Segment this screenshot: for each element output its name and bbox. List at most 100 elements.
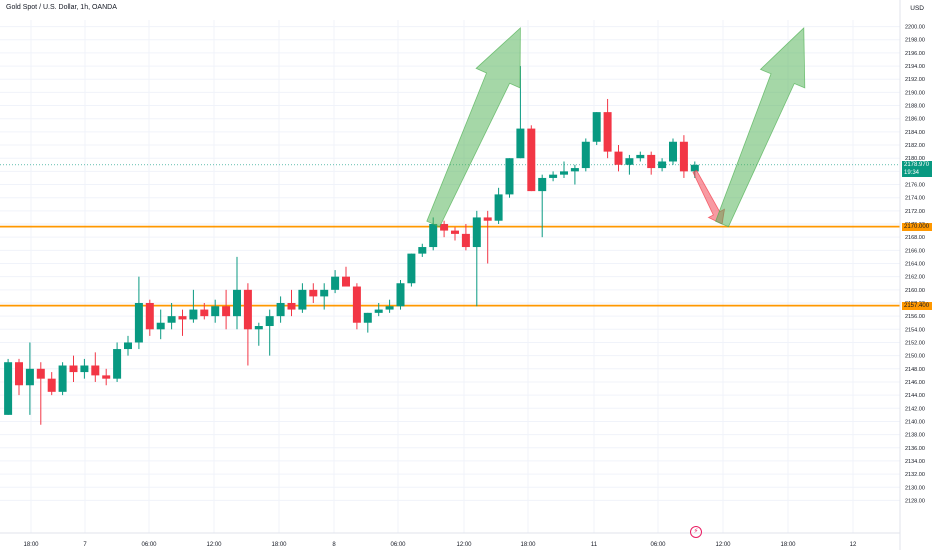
candle-body [396,283,405,307]
candle-body [222,306,231,317]
price-tick-label: 2180.00 [905,156,925,162]
price-tick-label: 2132.00 [905,472,925,478]
time-tick-label: 8 [332,542,336,548]
price-tick-label: 2166.00 [905,248,925,254]
projection-arrows [426,26,806,228]
price-tick-label: 2144.00 [905,393,925,399]
time-tick-label: 12:00 [715,542,731,548]
price-tick-label: 2138.00 [905,433,925,439]
price-tick-label: 2200.00 [905,25,925,31]
price-tick-label: 2136.00 [905,446,925,452]
price-tick-label: 2146.00 [905,380,925,386]
candle-body [200,309,209,317]
currency-label[interactable]: USD [910,5,924,12]
bar-countdown: 19:34 [904,169,920,176]
candle-body [374,309,383,313]
candle-body [47,378,56,392]
candle-body [363,312,372,323]
level-label-upper: 2170.000 [902,222,932,231]
time-tick-label: 18:00 [271,542,287,548]
time-tick-label: 12:00 [456,542,472,548]
price-tick-label: 2152.00 [905,340,925,346]
candle-body [679,141,688,172]
lightning-bolt-icon[interactable]: ⚡ [690,526,702,538]
price-tick-label: 2156.00 [905,314,925,320]
candle-body [625,158,634,165]
candle-body [91,365,100,376]
candle-body [669,141,677,162]
candle-body [15,362,23,386]
candle-body [243,289,252,330]
candle-body [4,362,13,415]
candle-body [483,217,492,221]
projection-arrow-up [715,26,806,228]
price-tick-label: 2130.00 [905,485,925,491]
candle-body [614,151,623,165]
price-axis: 2128.00 2130.00 2132.00 2134.00 2136.00 2138.… [899,0,925,550]
candle-body [113,349,122,379]
price-tick-label: 2184.00 [905,130,925,136]
time-tick-label: 18:00 [780,542,796,548]
candle-body [592,112,601,142]
candle-body [309,289,318,297]
candle-body [189,309,198,320]
current-price-value: 2178.970 [904,161,930,168]
price-tick-label: 2164.00 [905,262,925,268]
candle-body [658,161,667,169]
candle-body [451,230,459,234]
candle-body [570,168,579,172]
price-tick-label: 2162.00 [905,275,925,281]
time-tick-label: 06:00 [141,542,157,548]
candle-body [342,276,350,287]
candle-body [254,326,263,330]
candle-body [549,174,558,178]
time-tick-label: 06:00 [650,542,666,548]
time-tick-label: 12:00 [206,542,222,548]
time-tick-label: 06:00 [390,542,406,548]
candle-body [178,316,187,320]
time-tick-label: 7 [83,542,87,548]
price-tick-label: 2198.00 [905,38,925,44]
price-tick-label: 2134.00 [905,459,925,465]
price-tick-label: 2140.00 [905,419,925,425]
price-tick-label: 2194.00 [905,64,925,70]
price-tick-label: 2186.00 [905,117,925,123]
candle-body [560,171,568,175]
price-tick-label: 2188.00 [905,104,925,110]
candle-body [320,289,329,297]
candle-body [352,286,361,323]
price-tick-label: 2182.00 [905,143,925,149]
price-tick-label: 2196.00 [905,51,925,57]
price-tick-label: 2148.00 [905,367,925,373]
candle-body [461,233,470,248]
price-tick-label: 2168.00 [905,235,925,241]
candle-body [429,224,438,248]
candle-body [36,368,45,379]
candle-body [233,289,241,317]
candle-body [167,316,176,323]
price-tick-label: 2172.00 [905,209,925,215]
candle-body [331,276,340,290]
candle-body [440,224,449,231]
candle-body [385,306,394,310]
candle-body [145,302,154,330]
time-tick-label: 18:00 [23,542,39,548]
price-tick-label: 2160.00 [905,288,925,294]
candle-body [494,194,503,221]
candle-body [298,289,307,310]
candle-body [647,154,656,169]
candle-body [287,302,296,310]
price-tick-label: 2142.00 [905,406,925,412]
price-tick-label: 2192.00 [905,77,925,83]
candle-body [25,368,34,386]
candle-body [80,365,89,373]
projection-arrow-up [426,26,521,228]
candles [4,66,699,425]
candle-body [581,141,590,169]
candle-body [472,217,481,248]
level-label-lower: 2157.400 [902,301,932,310]
price-tick-label: 2128.00 [905,498,925,504]
price-tick-label: 2176.00 [905,183,925,189]
price-tick-label: 2174.00 [905,196,925,202]
